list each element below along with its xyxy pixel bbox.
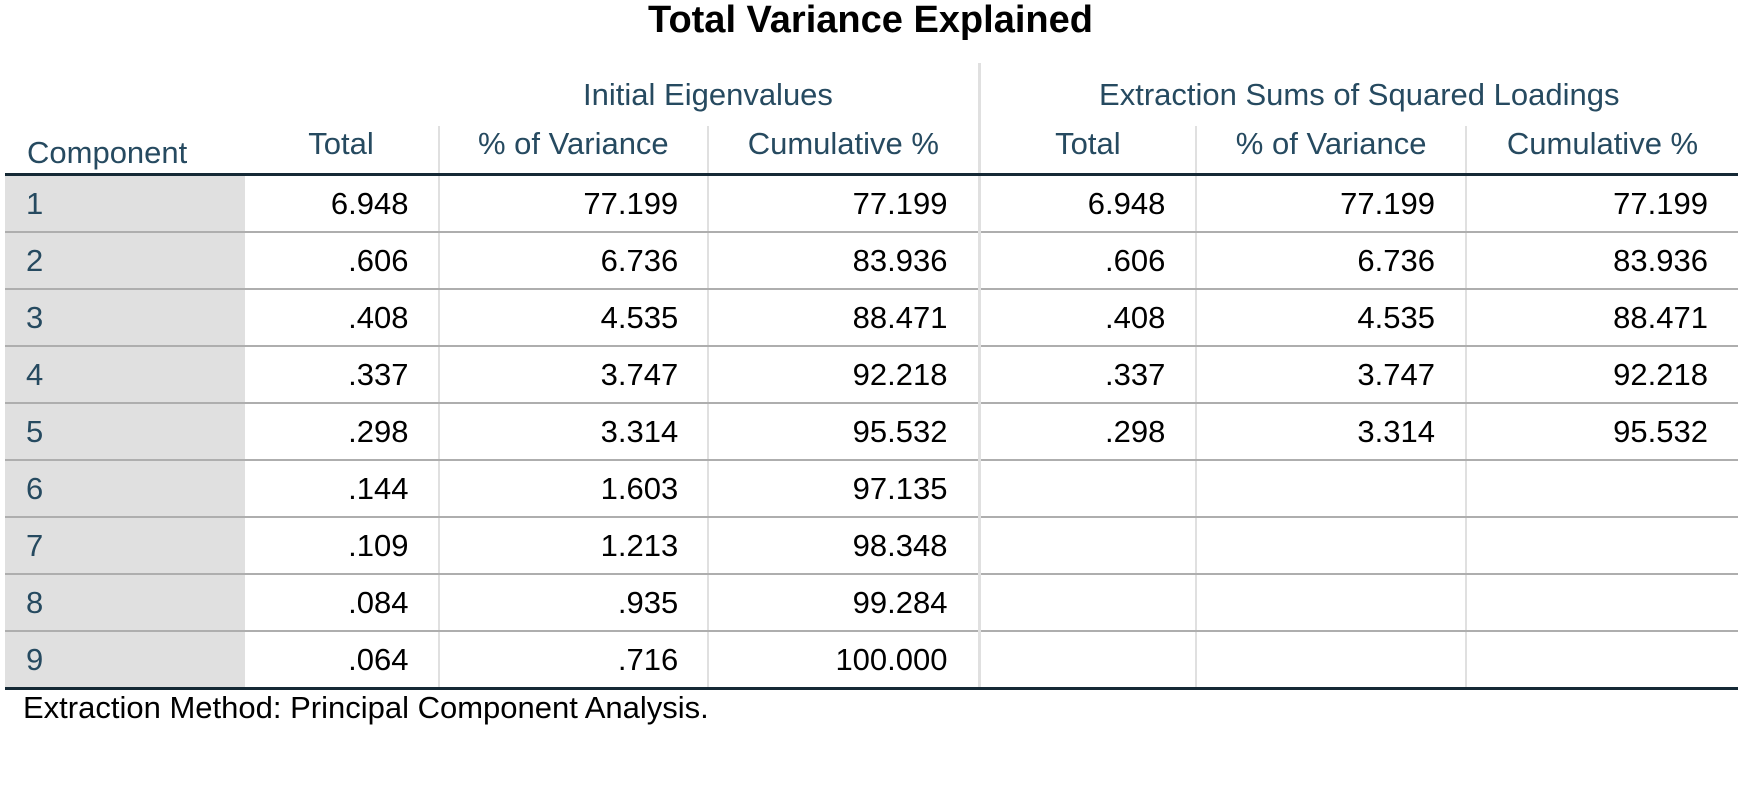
extraction-percent-variance-cell (1195, 460, 1466, 518)
extraction-sums-group-header: Extraction Sums of Squared Loadings (977, 63, 1738, 126)
initial-total-cell: .337 (244, 346, 439, 404)
table-row: 9 .064 .716 100.000 (5, 631, 1738, 690)
initial-cumulative-cell: 77.199 (707, 174, 979, 233)
initial-cumulative-cell: 95.532 (707, 403, 979, 461)
initial-total-cell: .606 (244, 232, 439, 290)
initial-cumulative-cell: 97.135 (707, 460, 979, 518)
extraction-cumulative-cell (1465, 574, 1738, 632)
initial-percent-variance-cell: 1.603 (437, 460, 709, 518)
extraction-cumulative-cell: 95.532 (1465, 403, 1738, 461)
component-label: 5 (5, 403, 245, 461)
initial-percent-variance-cell: 4.535 (437, 289, 709, 347)
column-header-initial-percent-variance: % of Variance (437, 126, 709, 176)
initial-cumulative-cell: 98.348 (707, 517, 979, 575)
initial-percent-variance-cell: 3.747 (437, 346, 709, 404)
extraction-total-cell: .408 (977, 289, 1197, 347)
initial-cumulative-cell: 99.284 (707, 574, 979, 632)
variance-table: Component Initial Eigenvalues Extraction… (5, 63, 1738, 690)
table-row: 2 .606 6.736 83.936 .606 6.736 83.936 (5, 232, 1738, 290)
initial-cumulative-cell: 100.000 (707, 631, 979, 690)
extraction-cumulative-cell: 92.218 (1465, 346, 1738, 404)
table-row: 7 .109 1.213 98.348 (5, 517, 1738, 575)
extraction-percent-variance-cell: 77.199 (1195, 174, 1466, 233)
initial-percent-variance-cell: .716 (437, 631, 709, 690)
extraction-cumulative-cell (1465, 460, 1738, 518)
component-label: 6 (5, 460, 245, 518)
table-footnote: Extraction Method: Principal Component A… (23, 690, 709, 725)
table-row: 1 6.948 77.199 77.199 6.948 77.199 77.19… (5, 174, 1738, 233)
extraction-cumulative-cell: 83.936 (1465, 232, 1738, 290)
initial-total-cell: .408 (244, 289, 439, 347)
component-label: 3 (5, 289, 245, 347)
extraction-total-cell: .337 (977, 346, 1197, 404)
table-row: 8 .084 .935 99.284 (5, 574, 1738, 632)
extraction-percent-variance-cell (1195, 574, 1466, 632)
initial-percent-variance-cell: 6.736 (437, 232, 709, 290)
initial-percent-variance-cell: .935 (437, 574, 709, 632)
column-header-extraction-cumulative: Cumulative % (1465, 126, 1738, 176)
initial-percent-variance-cell: 1.213 (437, 517, 709, 575)
extraction-percent-variance-cell: 4.535 (1195, 289, 1466, 347)
column-header-initial-cumulative: Cumulative % (707, 126, 979, 176)
extraction-percent-variance-cell: 3.314 (1195, 403, 1466, 461)
extraction-total-cell (977, 574, 1197, 632)
extraction-percent-variance-cell (1195, 631, 1466, 690)
extraction-total-cell (977, 460, 1197, 518)
initial-total-cell: 6.948 (244, 174, 439, 233)
initial-eigenvalues-group-header: Initial Eigenvalues (583, 76, 833, 112)
extraction-cumulative-cell (1465, 631, 1738, 690)
extraction-cumulative-cell (1465, 517, 1738, 575)
column-header-extraction-total: Total (977, 126, 1197, 176)
component-column-header: Component (5, 63, 245, 176)
column-header-initial-total: Total (244, 126, 439, 176)
table-row: 6 .144 1.603 97.135 (5, 460, 1738, 518)
header-spacer (245, 63, 439, 126)
initial-cumulative-cell: 92.218 (707, 346, 979, 404)
extraction-cumulative-cell: 77.199 (1465, 174, 1738, 233)
column-header-extraction-percent-variance: % of Variance (1195, 126, 1466, 176)
extraction-total-cell (977, 517, 1197, 575)
component-label: 9 (5, 631, 245, 690)
initial-percent-variance-cell: 77.199 (437, 174, 709, 233)
initial-total-cell: .064 (244, 631, 439, 690)
extraction-percent-variance-cell: 6.736 (1195, 232, 1466, 290)
component-label: 1 (5, 174, 245, 233)
initial-total-cell: .144 (244, 460, 439, 518)
component-label: 8 (5, 574, 245, 632)
extraction-total-cell (977, 631, 1197, 690)
initial-total-cell: .084 (244, 574, 439, 632)
initial-total-cell: .298 (244, 403, 439, 461)
component-label: 2 (5, 232, 245, 290)
initial-total-cell: .109 (244, 517, 439, 575)
extraction-cumulative-cell: 88.471 (1465, 289, 1738, 347)
extraction-percent-variance-cell (1195, 517, 1466, 575)
initial-cumulative-cell: 83.936 (707, 232, 979, 290)
component-label: 7 (5, 517, 245, 575)
extraction-total-cell: .298 (977, 403, 1197, 461)
extraction-percent-variance-cell: 3.747 (1195, 346, 1466, 404)
table-title: Total Variance Explained (648, 0, 1093, 41)
initial-cumulative-cell: 88.471 (707, 289, 979, 347)
component-label: 4 (5, 346, 245, 404)
table-row: 3 .408 4.535 88.471 .408 4.535 88.471 (5, 289, 1738, 347)
extraction-total-cell: 6.948 (977, 174, 1197, 233)
table-row: 5 .298 3.314 95.532 .298 3.314 95.532 (5, 403, 1738, 461)
table-row: 4 .337 3.747 92.218 .337 3.747 92.218 (5, 346, 1738, 404)
extraction-total-cell: .606 (977, 232, 1197, 290)
initial-percent-variance-cell: 3.314 (437, 403, 709, 461)
